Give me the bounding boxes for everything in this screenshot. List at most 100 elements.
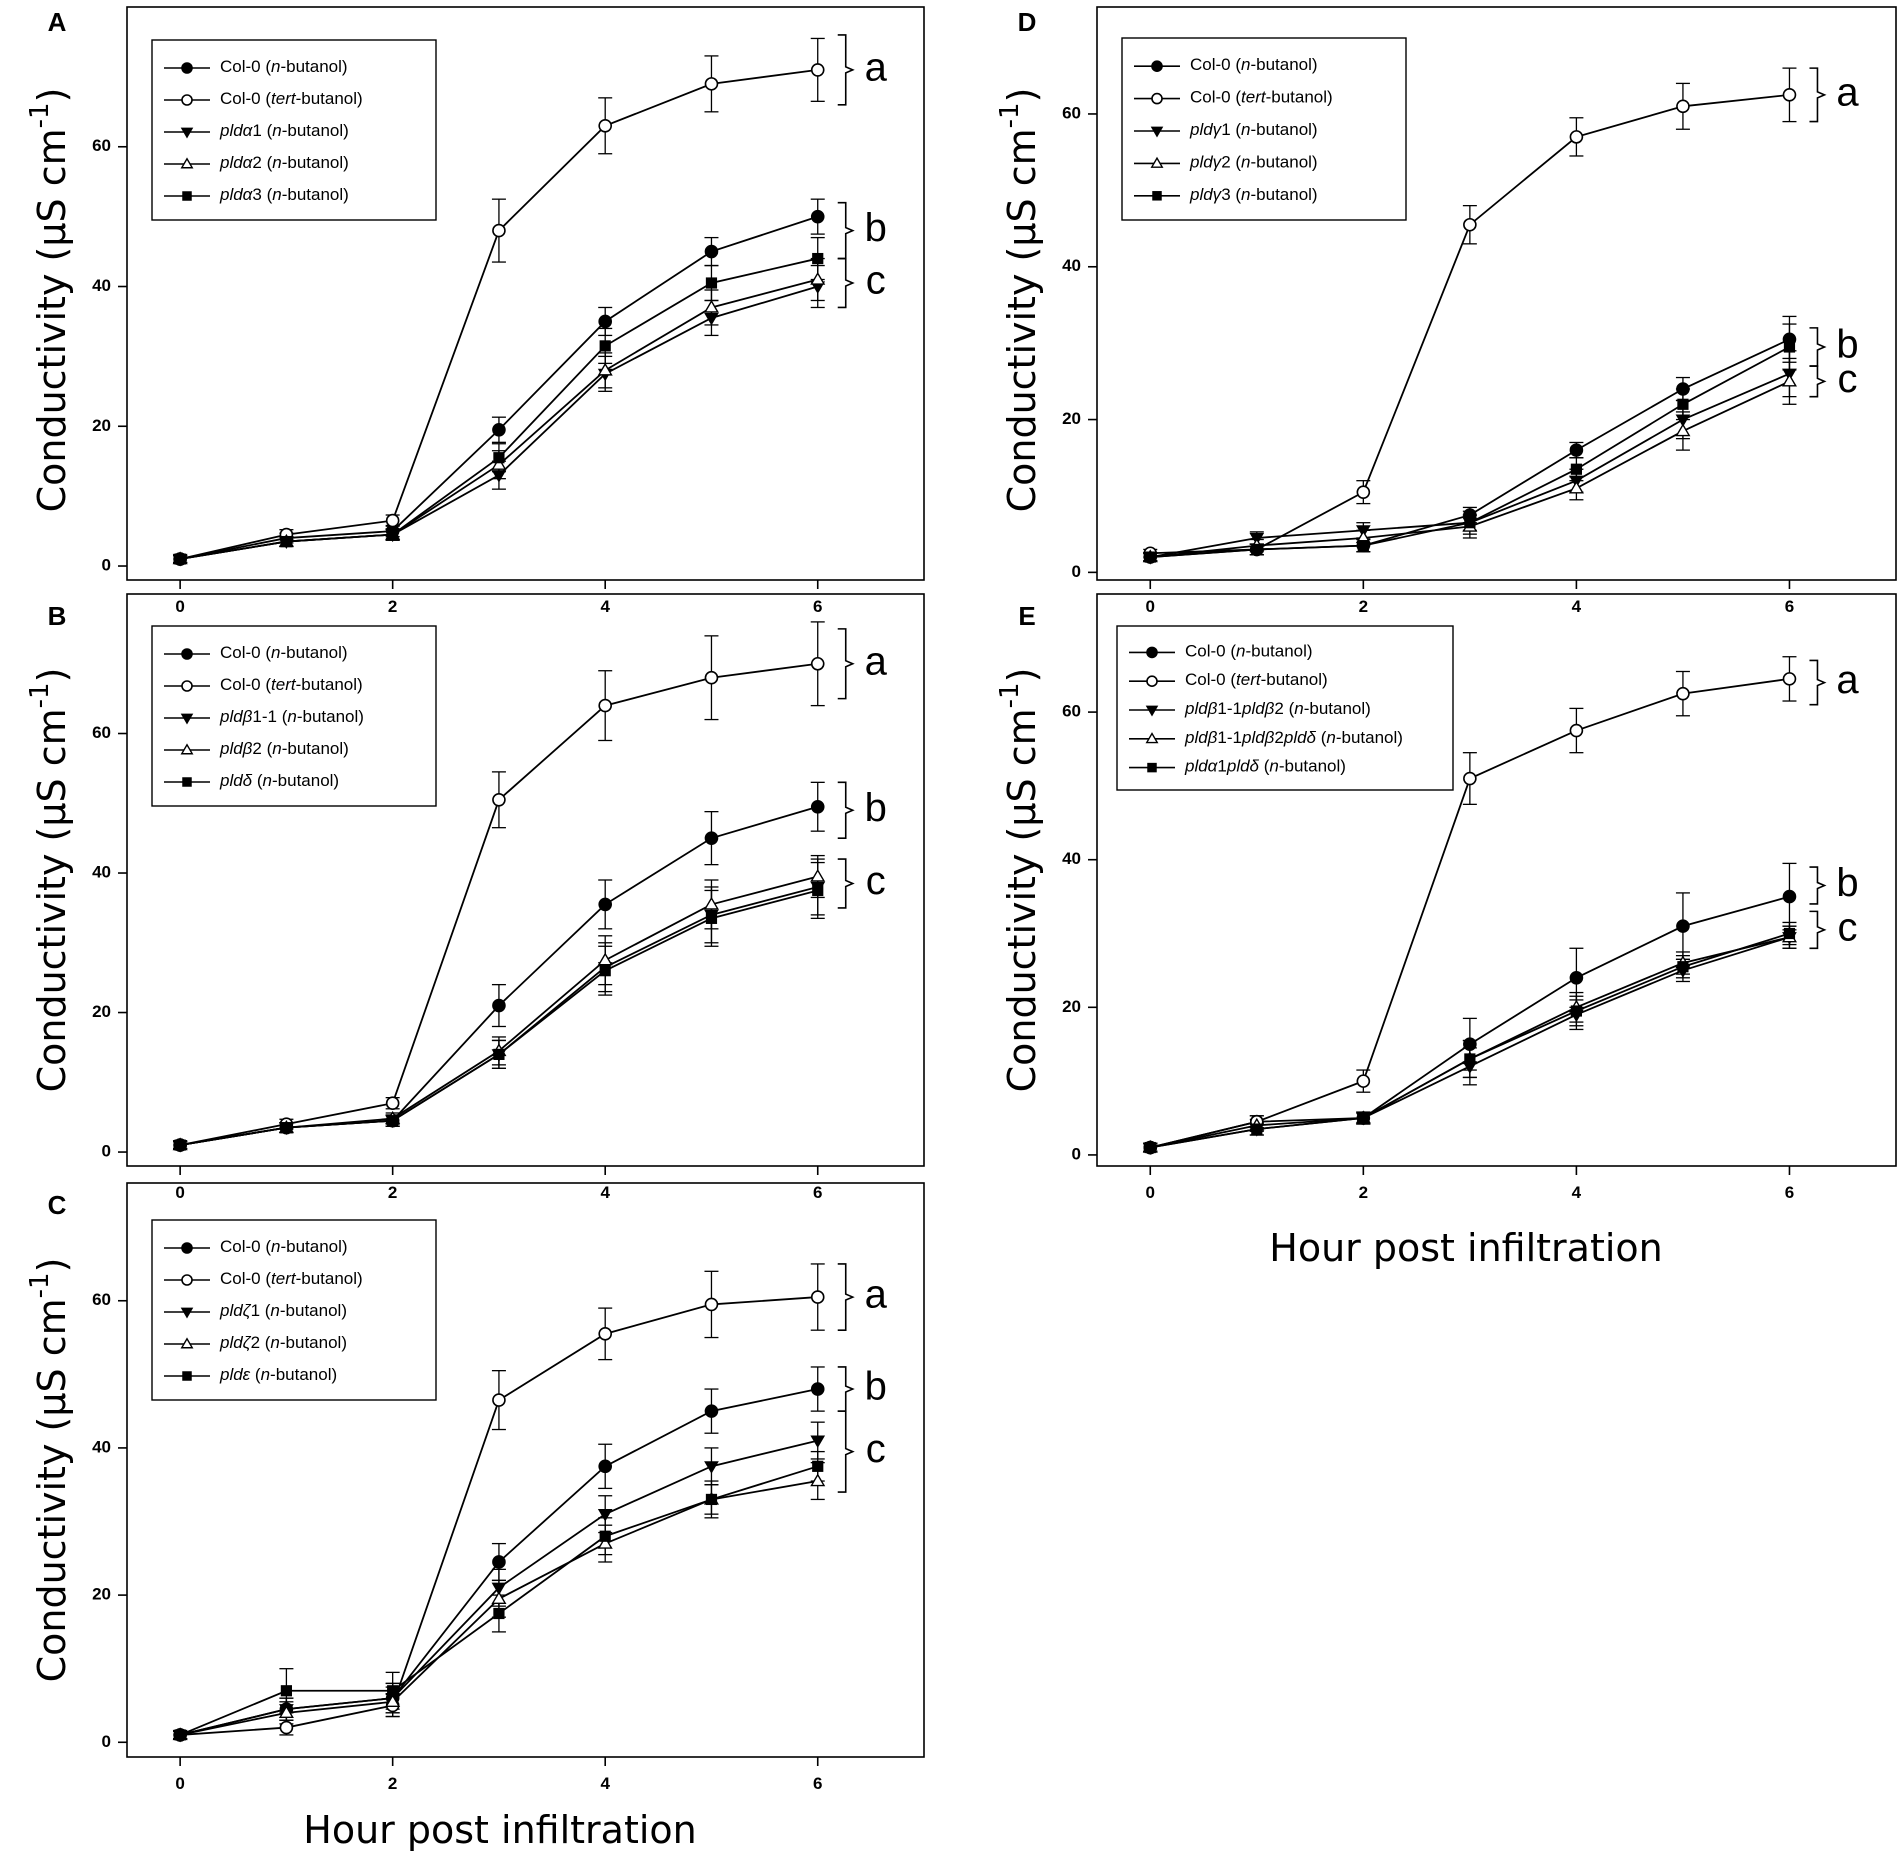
x-tick-label: 0 xyxy=(175,1183,184,1202)
significance-letter: b xyxy=(865,1365,887,1409)
data-point xyxy=(492,1393,506,1407)
legend-label-part: ( xyxy=(1259,757,1270,776)
legend-label-part: Col-0 ( xyxy=(220,1269,271,1288)
data-point xyxy=(493,452,505,464)
data-point xyxy=(1677,398,1689,410)
data-point xyxy=(174,1139,186,1151)
legend-label-part: pldβ xyxy=(1184,699,1218,718)
y-tick-label: 20 xyxy=(1062,997,1081,1016)
x-axis-title: Hour post infiltration xyxy=(1269,1226,1663,1270)
y-axis-title-superscript: -1 xyxy=(25,1272,55,1298)
data-point xyxy=(1675,423,1691,437)
legend-label-part: n xyxy=(272,185,281,204)
legend-label-part: n xyxy=(1236,642,1245,661)
data-point xyxy=(1357,540,1369,552)
legend-label: pldβ1-1pldβ2 (n-butanol) xyxy=(1184,699,1371,718)
data-point xyxy=(1782,88,1797,102)
legend-label: pldβ1-1 (n-butanol) xyxy=(219,707,364,726)
data-point xyxy=(810,271,826,285)
legend-marker xyxy=(181,62,193,74)
legend-label-part: tert xyxy=(271,1269,297,1288)
legend-label-part: pldζ xyxy=(219,1301,252,1320)
y-axis-title-main: Conductivity (µS cm xyxy=(30,1298,74,1682)
legend-label-part: n xyxy=(263,771,272,790)
legend-label-part: tert xyxy=(271,675,297,694)
legend-label-part: n xyxy=(1294,699,1303,718)
data-point xyxy=(1677,961,1689,973)
significance-bracket xyxy=(837,781,855,839)
legend-label-part: -butanol) xyxy=(296,675,363,694)
legend-label: Col-0 (tert-butanol) xyxy=(220,89,363,108)
legend-box xyxy=(151,1219,437,1401)
data-point xyxy=(280,535,292,548)
legend-label-part: pldα xyxy=(219,185,254,204)
legend-label-part: pldε xyxy=(219,1365,251,1384)
legend-label-part: tert xyxy=(271,89,297,108)
plot-frame xyxy=(1096,6,1897,581)
data-point xyxy=(598,1327,613,1341)
legend-label: pldγ3 (n-butanol) xyxy=(1189,185,1318,204)
legend-label-part: -butanol) xyxy=(1251,153,1318,172)
series-line-4 xyxy=(179,257,818,560)
data-point xyxy=(1356,1074,1371,1088)
legend-label-part: n xyxy=(1241,185,1250,204)
legend-label-part: n xyxy=(1241,153,1250,172)
y-axis-title: Conductivity (µS cm-1) xyxy=(25,1258,74,1683)
legend-label-part: 3 ( xyxy=(1221,185,1241,204)
legend-marker xyxy=(1151,92,1163,105)
legend-label-part: ( xyxy=(1316,728,1327,747)
x-tick-label: 2 xyxy=(1359,597,1368,616)
legend-label-part: pldδ xyxy=(219,771,253,790)
data-point xyxy=(1676,382,1690,396)
legend-label-part: -butanol) xyxy=(280,1237,347,1256)
legend-label-part: 2 xyxy=(1274,728,1283,747)
legend-label: pldγ1 (n-butanol) xyxy=(1189,120,1318,139)
data-point xyxy=(704,1297,719,1312)
y-tick-label: 20 xyxy=(1062,409,1081,428)
legend-label: Col-0 (n-butanol) xyxy=(220,643,348,662)
legend-label-part: pldα xyxy=(219,153,254,172)
legend-label-part: Col-0 ( xyxy=(220,89,271,108)
legend-label-part: -butanol) xyxy=(1250,56,1317,75)
data-point xyxy=(1676,686,1690,701)
y-axis-title-main: Conductivity (µS cm xyxy=(1000,128,1044,512)
y-axis-title-main: Conductivity (µS cm xyxy=(1000,708,1044,1092)
x-tick-label: 4 xyxy=(1572,597,1582,616)
y-axis-title-main: Conductivity (µS cm xyxy=(30,128,74,512)
y-axis-title-superscript: -1 xyxy=(995,682,1025,708)
legend-label-part: -butanol) xyxy=(1251,185,1318,204)
data-point xyxy=(385,1096,400,1111)
x-tick-label: 0 xyxy=(1146,597,1155,616)
significance-bracket xyxy=(837,34,855,106)
legend-label: Col-0 (n-butanol) xyxy=(220,1237,348,1256)
data-point xyxy=(1357,1112,1369,1124)
data-point xyxy=(597,952,613,966)
legend-label-part: n xyxy=(271,57,280,76)
significance-letter: c xyxy=(866,1427,886,1471)
legend: Col-0 (n-butanol)Col-0 (tert-butanol)pld… xyxy=(151,625,437,807)
data-point xyxy=(810,209,825,224)
legend-label: pldα2 (n-butanol) xyxy=(219,153,349,172)
legend-label-part: -butanol) xyxy=(282,121,349,140)
x-tick-label: 0 xyxy=(175,597,184,616)
data-point xyxy=(599,340,611,352)
legend-label: Col-0 (tert-butanol) xyxy=(220,1269,363,1288)
significance-letter: a xyxy=(1836,658,1859,702)
legend-label-part: ( xyxy=(252,771,263,790)
data-point xyxy=(812,1460,824,1472)
y-tick-label: 60 xyxy=(92,1290,111,1309)
legend-label-part: 1 ( xyxy=(251,1301,271,1320)
data-point xyxy=(705,277,718,289)
data-point xyxy=(1783,341,1796,353)
legend-label-part: 1-1 xyxy=(1217,699,1242,718)
y-tick-label: 20 xyxy=(92,416,111,435)
data-point xyxy=(1570,463,1583,475)
legend-label: pldγ2 (n-butanol) xyxy=(1189,153,1318,172)
data-point xyxy=(1675,414,1691,428)
data-point xyxy=(1570,1005,1583,1017)
data-point xyxy=(810,799,825,814)
x-tick-label: 6 xyxy=(813,597,822,616)
data-point xyxy=(387,1685,399,1697)
y-tick-label: 0 xyxy=(102,556,111,575)
